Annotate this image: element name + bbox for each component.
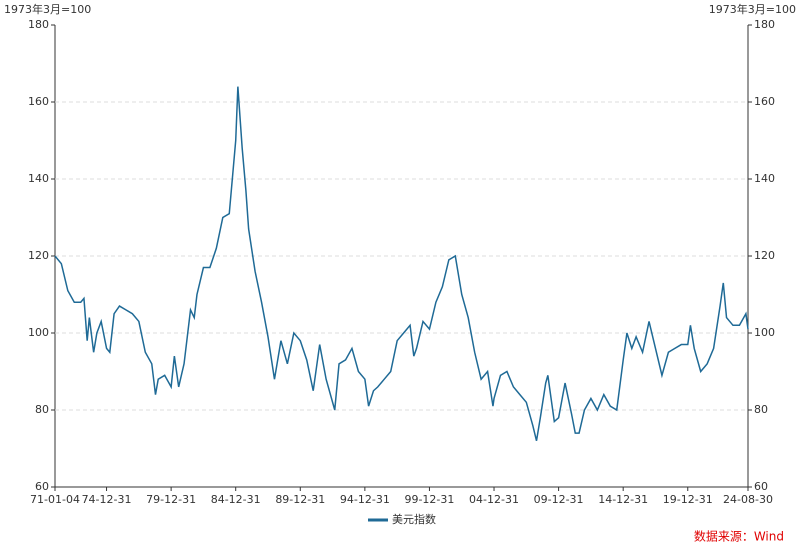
- y-tick-label: 100: [28, 326, 49, 339]
- x-tick-label: 84-12-31: [211, 493, 261, 506]
- source-note: 数据来源：Wind: [694, 529, 784, 544]
- y2-tick-label: 160: [754, 95, 775, 108]
- y-tick-label: 180: [28, 18, 49, 31]
- y2-tick-label: 60: [754, 480, 768, 493]
- x-tick-label: 04-12-31: [469, 493, 519, 506]
- y-tick-label: 120: [28, 249, 49, 262]
- y2-tick-label: 80: [754, 403, 768, 416]
- x-tick-label: 71-01-04: [30, 493, 80, 506]
- x-tick-label: 09-12-31: [534, 493, 584, 506]
- x-tick-label: 89-12-31: [275, 493, 325, 506]
- right-unit-label: 1973年3月=100: [709, 2, 796, 16]
- y-tick-label: 80: [35, 403, 49, 416]
- x-tick-label: 99-12-31: [404, 493, 454, 506]
- left-unit-label: 1973年3月=100: [4, 2, 91, 16]
- x-tick-label: 74-12-31: [82, 493, 132, 506]
- x-tick-label: 79-12-31: [146, 493, 196, 506]
- y2-tick-label: 100: [754, 326, 775, 339]
- y-tick-label: 60: [35, 480, 49, 493]
- y-tick-label: 140: [28, 172, 49, 185]
- x-tick-label: 19-12-31: [663, 493, 713, 506]
- legend-label: 美元指数: [392, 512, 436, 526]
- data-line: [54, 86, 749, 441]
- x-tick-label: 14-12-31: [598, 493, 648, 506]
- y2-tick-label: 140: [754, 172, 775, 185]
- y2-tick-label: 120: [754, 249, 775, 262]
- x-tick-label: 94-12-31: [340, 493, 390, 506]
- y2-tick-label: 180: [754, 18, 775, 31]
- y-tick-label: 160: [28, 95, 49, 108]
- x-tick-label: 24-08-30: [723, 493, 773, 506]
